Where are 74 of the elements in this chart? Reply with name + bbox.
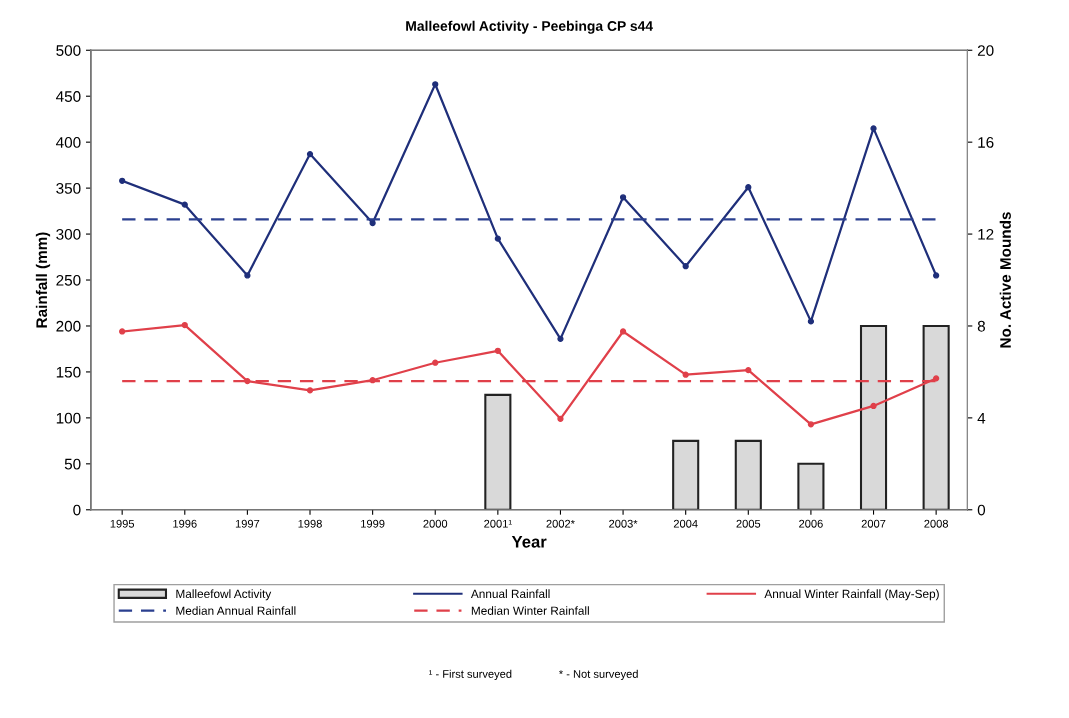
y-tick-label: 0 (73, 504, 81, 516)
x-tick-label: 2008 (924, 519, 949, 528)
x-tick-label: 2003* (609, 519, 638, 528)
point (119, 177, 126, 184)
point (745, 184, 752, 191)
x-tick-label: 1995 (110, 519, 135, 528)
y-tick-label: 500 (56, 45, 81, 56)
point (557, 415, 564, 422)
legend-label: Annual Rainfall (470, 589, 550, 598)
legend-label: Median Winter Rainfall (471, 606, 589, 615)
point (494, 347, 501, 354)
point (119, 328, 126, 335)
x-tick-label: 2006 (799, 519, 823, 528)
y2-tick-label: 16 (978, 137, 994, 148)
x-tick-label: 2004 (673, 519, 698, 528)
point (682, 371, 689, 378)
legend-label: Annual Winter Rainfall (May-Sep) (764, 589, 939, 601)
point (619, 194, 627, 201)
y-tick-label: 50 (64, 458, 81, 470)
y-tick-label: 400 (56, 137, 81, 148)
point (306, 387, 314, 394)
x-tick-label: 2000 (423, 519, 448, 528)
legend-label: Malleefowl Activity (176, 589, 272, 601)
x-tick-label: 1998 (298, 519, 322, 528)
bar (922, 324, 950, 510)
x-tick-label: 2001¹ (484, 519, 512, 528)
x-tick-label: 2002* (546, 519, 575, 528)
point (244, 272, 251, 279)
point (432, 359, 439, 366)
bar (484, 393, 512, 510)
x-axis-title: Year (511, 536, 547, 548)
point (181, 201, 188, 208)
x-tick-label: 2007 (861, 519, 886, 528)
x-tick-label: 1999 (361, 519, 385, 528)
text: ¹ - First surveyed (429, 669, 512, 681)
y2-tick-label: 0 (977, 504, 986, 516)
y-tick-label: 300 (56, 228, 81, 240)
y-tick-label: 150 (56, 366, 81, 378)
point (432, 81, 439, 88)
point (933, 272, 940, 279)
y2-tick-label: 4 (977, 412, 986, 424)
x-tick-label: 1997 (235, 519, 260, 528)
y-tick-label: 350 (56, 182, 81, 194)
x-tick-label: 1996 (173, 519, 197, 528)
y-tick-label: 450 (56, 91, 81, 102)
y2-tick-label: 20 (977, 45, 994, 56)
y2-tick-label: 8 (977, 320, 985, 332)
y2-tick-label: 12 (978, 228, 994, 240)
point (933, 375, 940, 382)
point (870, 402, 877, 410)
point (682, 263, 689, 270)
point (557, 335, 564, 342)
y-tick-label: 200 (56, 320, 81, 332)
point (745, 366, 752, 374)
point (369, 219, 376, 227)
point (807, 318, 815, 325)
bar (734, 439, 762, 510)
point (619, 328, 627, 335)
y-axis-title: Rainfall (mm) (35, 232, 51, 328)
bar (797, 462, 825, 510)
y-tick-label: 250 (56, 274, 81, 286)
point (494, 235, 501, 242)
x-tick-label: 2005 (736, 519, 761, 528)
point (870, 125, 877, 132)
text: * - Not surveyed (558, 669, 638, 681)
y2-axis-title: No. Active Mounds (999, 212, 1011, 348)
bar (672, 439, 700, 510)
legend-label: Median Annual Rainfall (176, 606, 296, 615)
point (807, 421, 815, 428)
chart-title: Malleefowl Activity - Peebinga CP s44 (406, 20, 653, 34)
bar (859, 324, 888, 510)
y-tick-label: 100 (56, 412, 81, 424)
point (181, 321, 188, 329)
point (306, 150, 314, 158)
